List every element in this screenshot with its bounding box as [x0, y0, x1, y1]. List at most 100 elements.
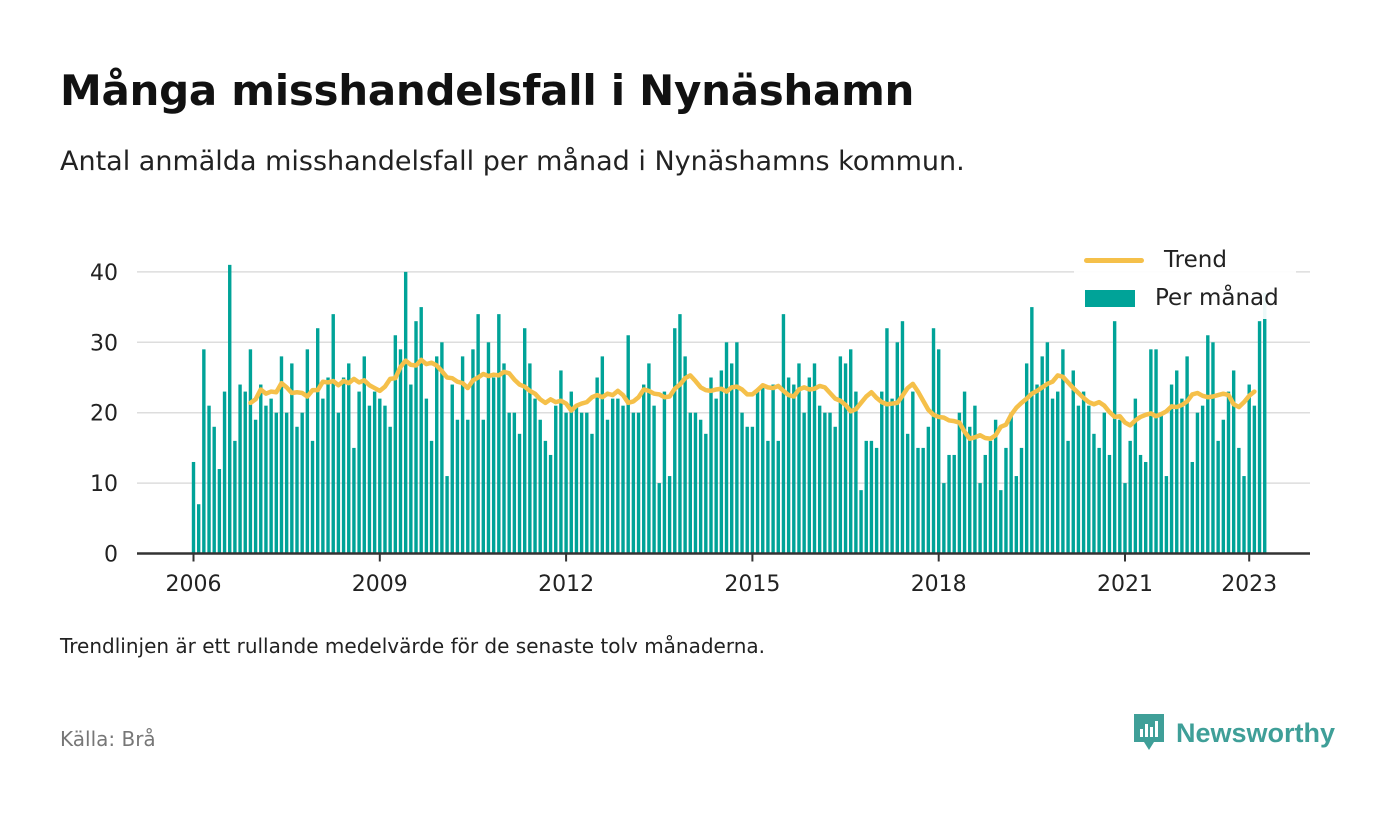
monthly-bars [191, 264, 1267, 554]
bar [781, 314, 786, 554]
bar [388, 426, 392, 554]
bar [838, 356, 843, 554]
bar [233, 440, 237, 554]
chart-subtitle: Antal anmälda misshandelsfall per månad … [60, 146, 965, 177]
bar [1221, 419, 1226, 554]
bar [1107, 454, 1112, 554]
bar [999, 490, 1003, 554]
legend-trend-label: Trend [1164, 247, 1227, 273]
bar [792, 384, 796, 554]
bar [1112, 321, 1117, 554]
bar [403, 271, 408, 554]
bar [761, 384, 765, 554]
bar [222, 391, 227, 554]
legend: Trend Per månad [1074, 243, 1296, 319]
bar [548, 454, 553, 554]
bar [295, 426, 299, 554]
bar [352, 447, 356, 554]
bar [574, 405, 579, 554]
bar [455, 419, 460, 554]
bar [1030, 307, 1034, 554]
bar [248, 349, 253, 554]
bar [1138, 454, 1143, 554]
bar [678, 314, 682, 554]
bar [466, 419, 470, 554]
bar [807, 377, 812, 554]
bar [988, 440, 993, 554]
bar [1004, 447, 1008, 554]
bar [1237, 447, 1241, 554]
legend-item-trend: Trend [1074, 247, 1227, 273]
bar [253, 419, 258, 554]
legend-trend-swatch [1084, 257, 1144, 263]
bar [1252, 405, 1257, 554]
bar [652, 405, 656, 554]
bar [269, 398, 273, 554]
bar [419, 307, 423, 554]
bar [528, 363, 532, 554]
bar [357, 391, 361, 554]
bar [579, 412, 584, 554]
bar [947, 454, 951, 554]
bar [968, 426, 972, 554]
bar [331, 314, 335, 554]
bar [1180, 398, 1184, 554]
bar [316, 328, 320, 554]
bar [523, 328, 527, 554]
bar [854, 391, 858, 554]
bar [931, 328, 936, 554]
bar [471, 349, 475, 554]
x-tick-label: 2023 [1221, 572, 1277, 597]
bar [326, 377, 330, 554]
bar [476, 314, 480, 554]
bar [1102, 412, 1106, 554]
legend-bar-label: Per månad [1155, 285, 1279, 311]
x-tick-label: 2018 [911, 572, 967, 597]
bar [776, 440, 780, 554]
y-tick-label: 30 [90, 331, 118, 356]
bar [724, 342, 729, 554]
bar [797, 363, 801, 554]
bar [1118, 419, 1122, 554]
bar [486, 342, 491, 554]
bar [973, 405, 977, 554]
bar [300, 412, 304, 554]
bar [942, 483, 946, 554]
bar [828, 412, 832, 554]
bar [440, 342, 444, 554]
bar [305, 349, 310, 554]
bar [714, 398, 718, 554]
bar [243, 391, 247, 554]
source-credit: Källa: Brå [60, 727, 156, 751]
bar [1050, 398, 1055, 554]
bar [217, 469, 222, 554]
bar [1247, 384, 1251, 554]
bar [1014, 476, 1019, 554]
bar [786, 377, 791, 554]
bar [398, 349, 403, 554]
bar [1071, 370, 1075, 554]
bar [1164, 476, 1169, 554]
x-tick-label: 2012 [538, 572, 594, 597]
bar [667, 476, 672, 554]
bar [843, 363, 848, 554]
bar [626, 335, 630, 554]
x-tick-label: 2009 [352, 572, 408, 597]
bar [745, 426, 749, 554]
bar [621, 405, 625, 554]
bar [730, 363, 734, 554]
x-tick-label: 2015 [724, 572, 780, 597]
bar [409, 384, 413, 554]
bar [631, 412, 636, 554]
bar [1092, 433, 1096, 554]
bar [750, 426, 755, 554]
bar [1066, 440, 1070, 554]
bar [874, 447, 879, 554]
bar [424, 398, 429, 554]
footnote: Trendlinjen är ett rullande medelvärde f… [60, 634, 766, 658]
bar [512, 412, 517, 554]
bar [1081, 391, 1086, 554]
bar [460, 356, 465, 554]
trend-line [248, 357, 1257, 441]
